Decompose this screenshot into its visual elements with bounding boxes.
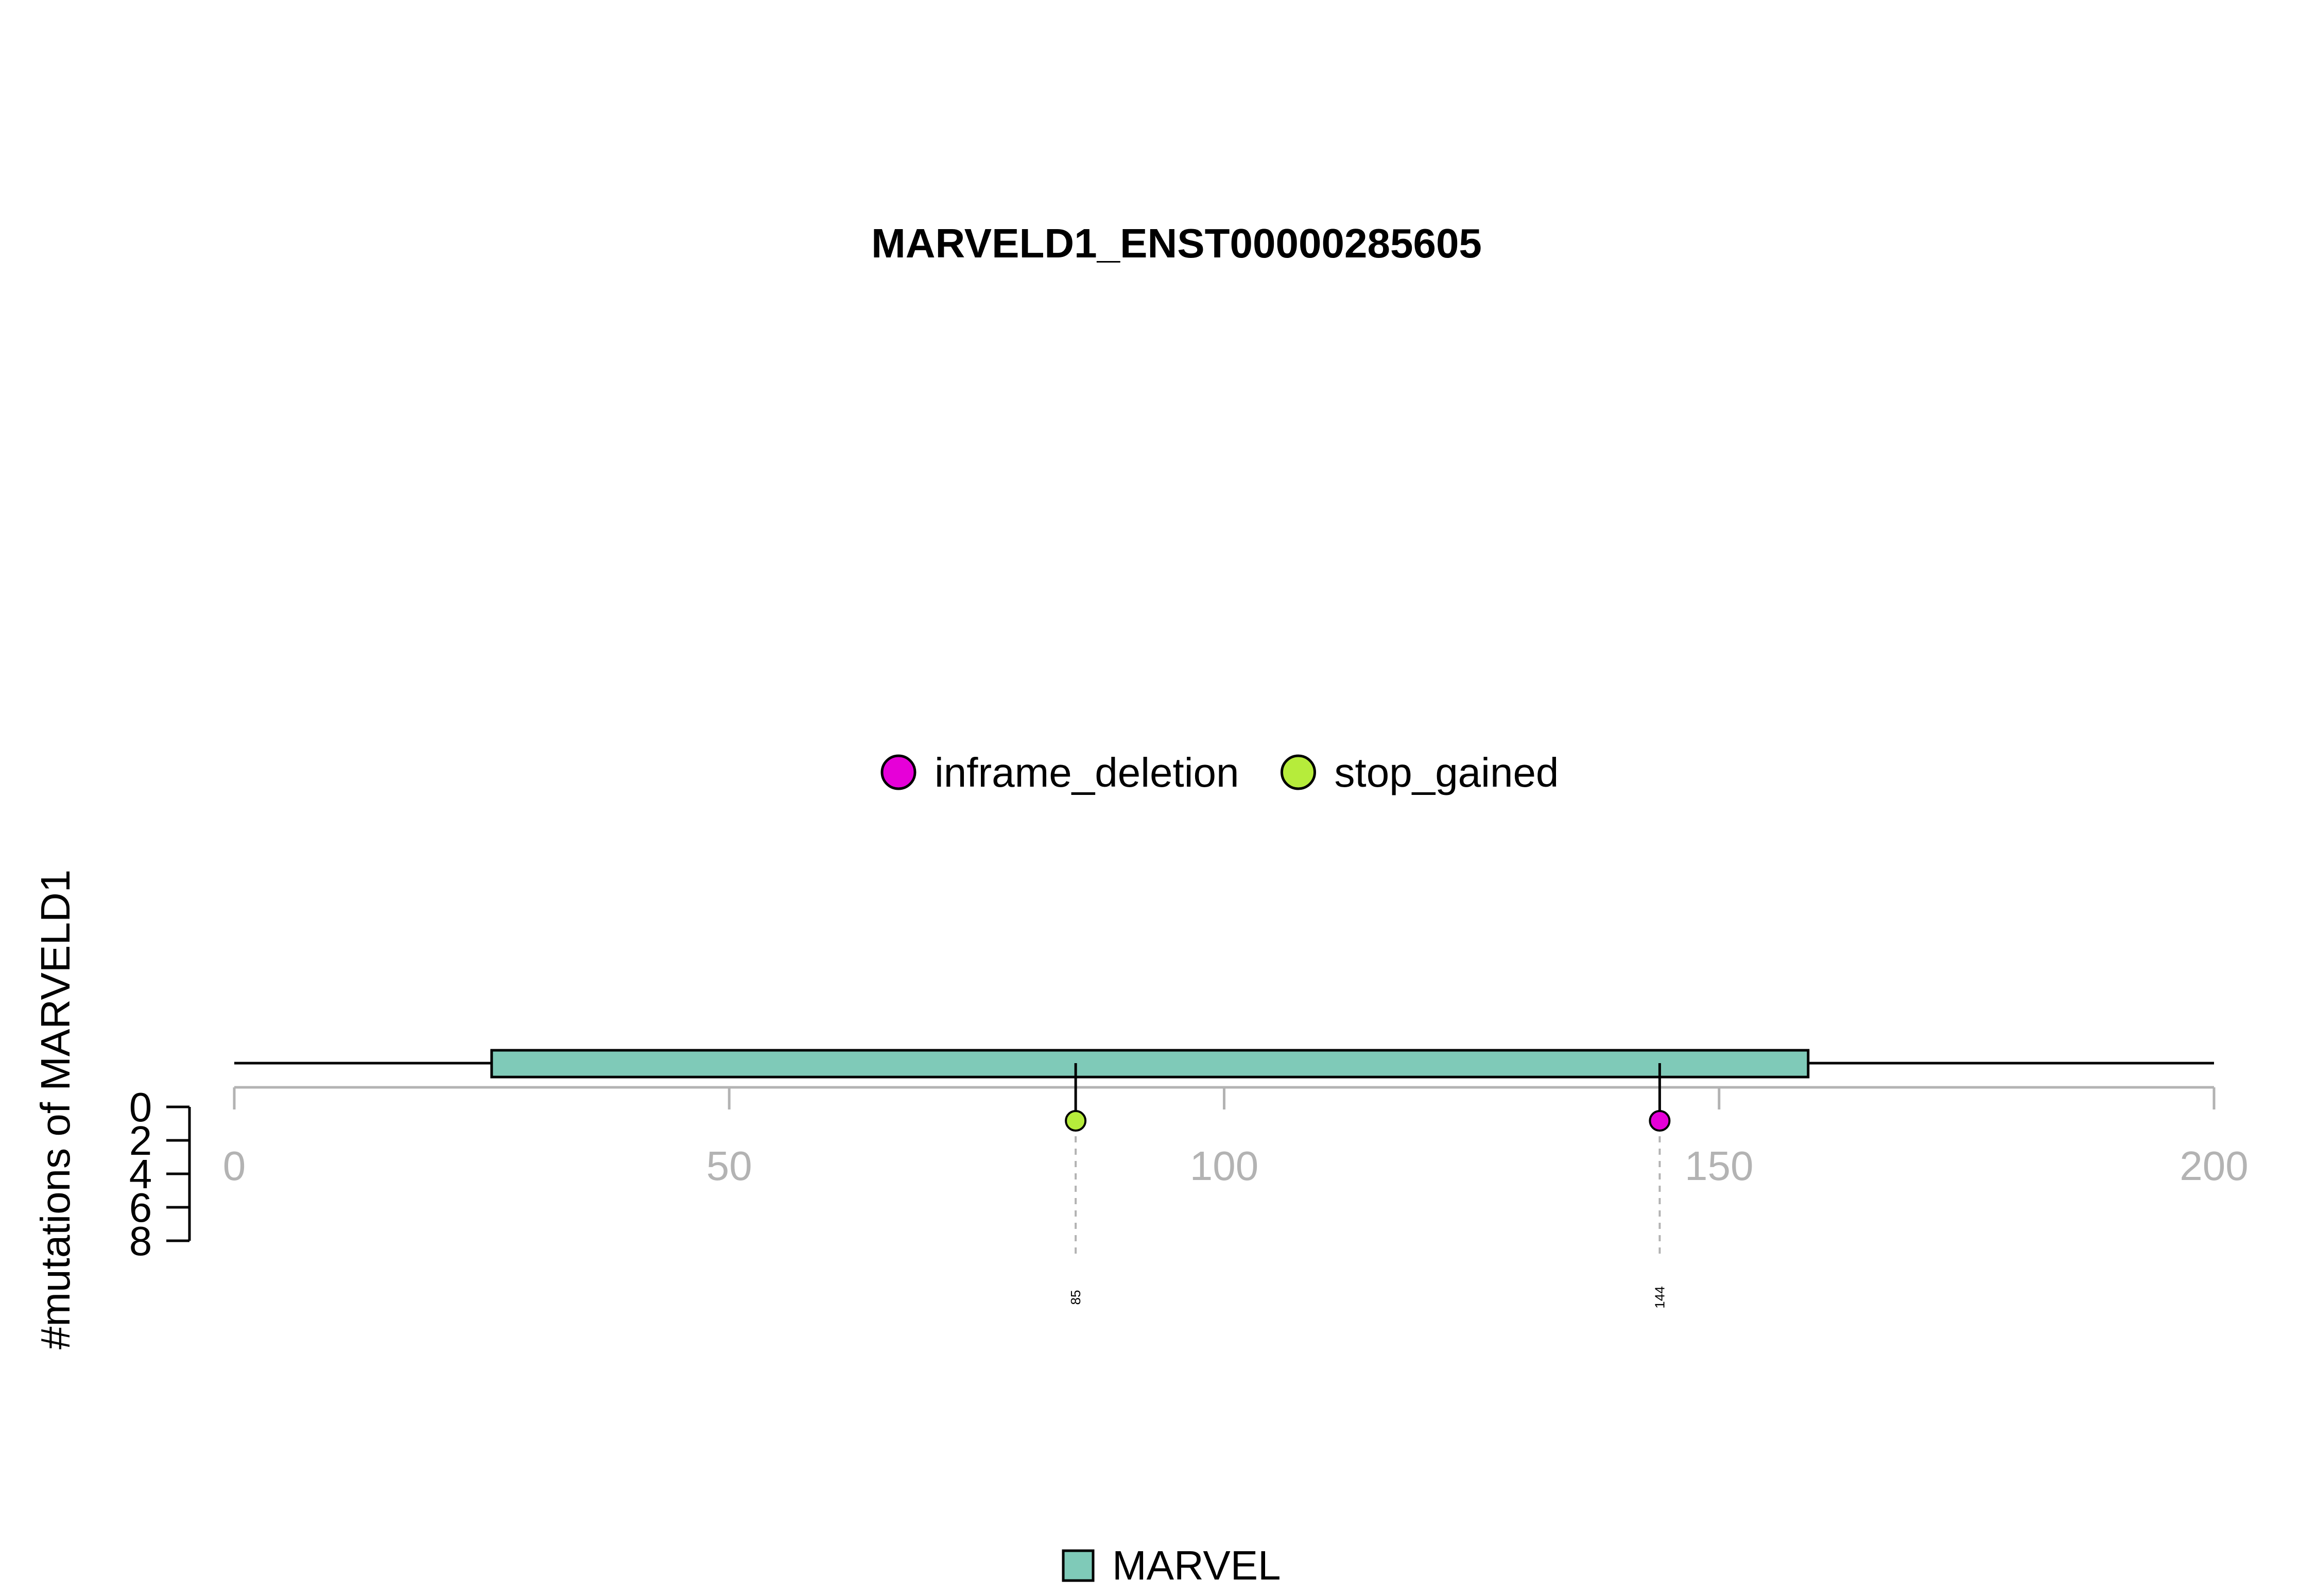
domain-legend: MARVEL [1062,1542,1281,1588]
legend-marker-inframe-deletion [880,754,917,790]
x-tick-label: 150 [1685,1143,1753,1189]
x-tick-label: 100 [1190,1143,1258,1189]
mutation-legend: inframe_deletion stop_gained [880,750,1559,795]
mutation-position-label: 144 [1652,1286,1667,1308]
legend-label-stop-gained: stop_gained [1334,750,1559,795]
y-tick-label: 2 [129,1118,152,1164]
legend-marker-stop-gained [1280,754,1316,790]
legend-label-marvel: MARVEL [1112,1542,1281,1588]
y-tick-label: 4 [129,1151,152,1197]
x-tick-label: 50 [706,1143,752,1189]
mutation-stop-gained [1065,1110,1087,1132]
y-tick-label: 6 [129,1185,152,1230]
x-tick-label: 200 [2180,1143,2248,1189]
y-tick-label: 8 [129,1218,152,1264]
x-tick-label: 0 [223,1143,246,1189]
mutation-position-label: 85 [1068,1290,1083,1305]
y-axis-label: #mutations of MARVELD1 [32,870,78,1349]
legend-label-inframe-deletion: inframe_deletion [935,750,1239,795]
domain-marvel [490,1049,1810,1079]
mutation-inframe-deletion [1649,1110,1671,1132]
legend-swatch-marvel [1062,1549,1095,1582]
x-axis: 0 50 100 150 200 [223,1086,2249,1189]
chart-title: MARVELD1_ENST00000285605 [871,220,1482,266]
y-tick-label: 0 [129,1084,152,1130]
mutations: 85 144 [1065,1063,1671,1309]
domains [490,1049,1810,1079]
